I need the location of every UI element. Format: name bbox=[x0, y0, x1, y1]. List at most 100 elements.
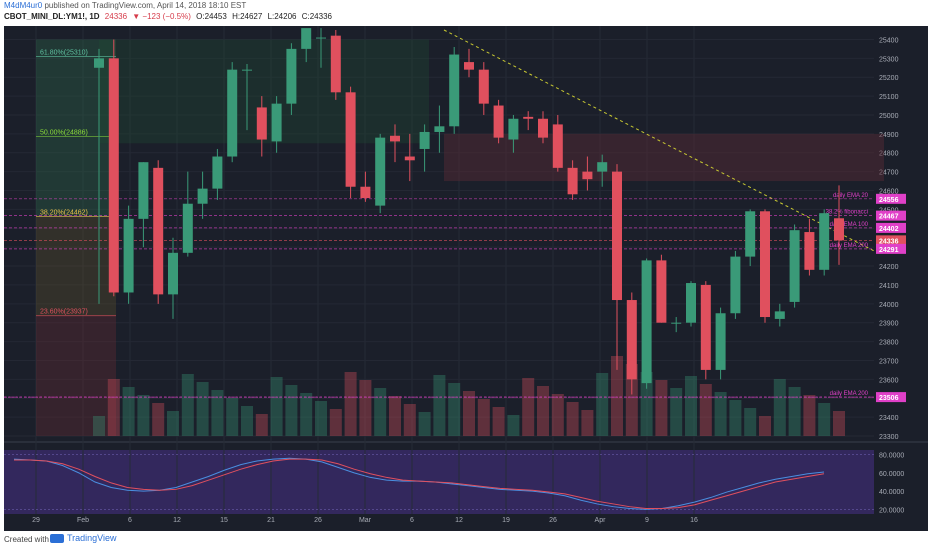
price-tick-label: 23400 bbox=[879, 415, 899, 422]
candle-body bbox=[493, 105, 504, 138]
time-tick-label: 12 bbox=[173, 517, 181, 524]
volume-bar bbox=[167, 411, 179, 436]
candle-body bbox=[404, 156, 415, 161]
volume-bar bbox=[241, 406, 253, 436]
volume-bar bbox=[196, 382, 209, 436]
candle-body bbox=[671, 322, 682, 324]
level-tag: daily EMA 20 bbox=[833, 193, 869, 199]
price-tick-label: 25100 bbox=[879, 94, 899, 101]
publish-text: published on TradingView.com, April 14, … bbox=[44, 1, 247, 10]
candle-body bbox=[760, 211, 770, 318]
volume-bar bbox=[122, 387, 135, 436]
candle-body bbox=[212, 156, 223, 189]
volume-bar bbox=[625, 364, 638, 436]
volume-bar bbox=[433, 375, 446, 436]
price-label-box bbox=[876, 235, 906, 246]
volume-bar bbox=[566, 402, 579, 436]
time-tick-label: 21 bbox=[267, 517, 275, 524]
fib-zone-middle bbox=[36, 216, 116, 316]
time-tick-label: 16 bbox=[690, 517, 698, 524]
candle-body bbox=[641, 260, 652, 384]
tradingview-link[interactable]: TradingView bbox=[50, 533, 117, 543]
footer: Created with TradingView bbox=[0, 531, 932, 550]
level-tag: 38.2% fibonacci bbox=[826, 210, 868, 216]
volume-bar bbox=[833, 411, 845, 436]
price-label-text: 24402 bbox=[879, 226, 899, 233]
volume-bar bbox=[773, 379, 786, 436]
volume-bar bbox=[315, 401, 327, 436]
time-tick-label: 12 bbox=[455, 517, 463, 524]
volume-bar bbox=[152, 403, 165, 436]
candle-body bbox=[419, 131, 430, 149]
tradingview-brand: TradingView bbox=[67, 533, 117, 543]
price-tick-label: 25200 bbox=[879, 75, 899, 82]
candle-body bbox=[271, 103, 282, 142]
candle-body bbox=[464, 62, 474, 70]
osc-tick-label: 80.0000 bbox=[879, 453, 904, 460]
volume-bar bbox=[759, 416, 771, 436]
candle-body bbox=[804, 232, 815, 270]
volume-bar bbox=[93, 416, 105, 436]
time-tick-label: 9 bbox=[645, 517, 649, 524]
volume-bar bbox=[551, 394, 564, 436]
price-tick-label: 24600 bbox=[879, 189, 899, 196]
level-tag: daily EMA 200 bbox=[830, 391, 869, 397]
candle-body bbox=[434, 126, 445, 132]
candle-body bbox=[330, 35, 341, 93]
price-label-text: 24467 bbox=[879, 214, 899, 221]
chart-area[interactable]: 2330023400235002360023700238002390024000… bbox=[4, 26, 928, 531]
volume-bar bbox=[107, 379, 120, 436]
candle-body bbox=[789, 230, 800, 302]
level-tag: daily EMA 200 bbox=[830, 243, 869, 249]
chart-svg[interactable]: 2330023400235002360023700238002390024000… bbox=[4, 26, 928, 531]
time-tick-label: 26 bbox=[314, 517, 322, 524]
price-tick-label: 24000 bbox=[879, 302, 899, 309]
author-link[interactable]: M4dM4ur0 bbox=[4, 1, 43, 10]
fib-label: 61.80%(25310) bbox=[40, 49, 88, 56]
symbol-label[interactable]: CBOT_MINI_DL:YM1!, 1D bbox=[4, 12, 100, 21]
volume-bar bbox=[507, 415, 520, 436]
volume-bar bbox=[611, 356, 623, 436]
price-label-text: 24556 bbox=[879, 197, 899, 204]
high-value: H:24627 bbox=[232, 12, 263, 21]
price-tick-label: 25000 bbox=[879, 113, 899, 120]
volume-bar bbox=[729, 400, 742, 436]
volume-bar bbox=[818, 403, 831, 436]
volume-bar bbox=[359, 380, 372, 436]
candle-body bbox=[686, 283, 696, 323]
time-tick-label: 29 bbox=[32, 517, 40, 524]
volume-bar bbox=[655, 380, 668, 436]
candle-body bbox=[138, 162, 149, 219]
candle-body bbox=[612, 171, 622, 301]
created-with-text: Created with bbox=[4, 535, 49, 544]
candle-body bbox=[626, 300, 637, 380]
volume-bar bbox=[448, 383, 461, 436]
candle-body bbox=[834, 218, 844, 241]
price-tick-label: 23700 bbox=[879, 358, 899, 365]
osc-tick-label: 40.0000 bbox=[879, 489, 904, 496]
candle-body bbox=[508, 118, 519, 140]
time-tick-label: 6 bbox=[128, 517, 132, 524]
time-tick-label: 19 bbox=[502, 517, 510, 524]
volume-bar bbox=[181, 374, 194, 436]
price-tick-label: 23600 bbox=[879, 377, 899, 384]
time-tick-label: Apr bbox=[595, 517, 607, 524]
close-value: C:24336 bbox=[301, 12, 332, 21]
candle-body bbox=[182, 203, 193, 253]
volume-bar bbox=[329, 409, 342, 436]
volume-bar bbox=[226, 398, 239, 436]
time-tick-label: 15 bbox=[220, 517, 228, 524]
volume-bar bbox=[640, 372, 653, 436]
time-tick-label: Feb bbox=[77, 517, 89, 524]
time-tick-label: 6 bbox=[410, 517, 414, 524]
price-tick-label: 24700 bbox=[879, 170, 899, 177]
price-change: ▼ −123 (−0.5%) bbox=[132, 12, 191, 21]
candle-body bbox=[567, 167, 578, 195]
candle-body bbox=[108, 58, 119, 293]
volume-bar bbox=[788, 387, 801, 436]
price-label-box bbox=[876, 392, 906, 403]
candle-body bbox=[227, 69, 238, 157]
candle-body bbox=[700, 284, 711, 370]
candle-body bbox=[168, 252, 178, 295]
candle-body bbox=[360, 186, 371, 199]
